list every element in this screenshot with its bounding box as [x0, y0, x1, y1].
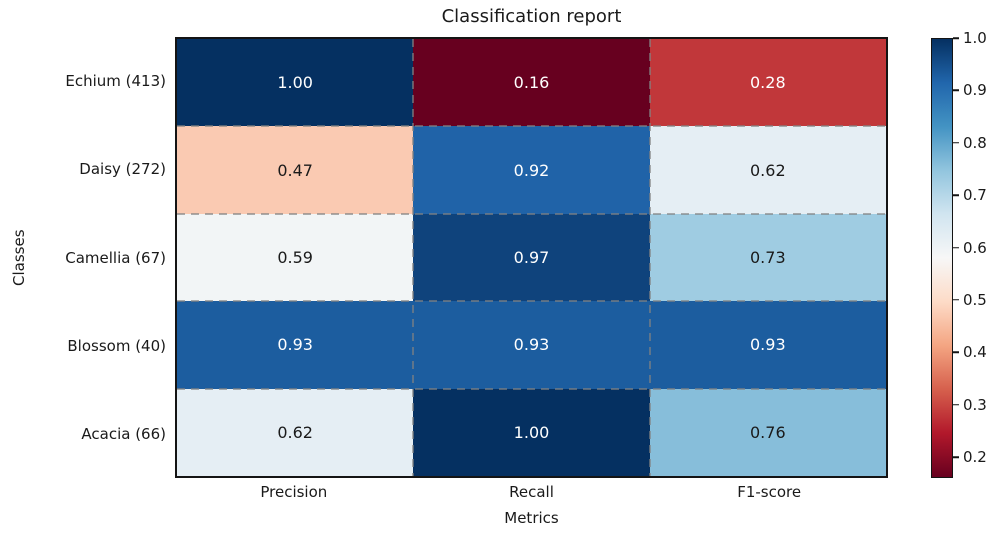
colorbar-tick-label: 0.7 — [963, 186, 987, 205]
colorbar-tick-label: 0.5 — [963, 290, 987, 309]
colorbar-tick-label: 0.4 — [963, 343, 987, 362]
y-tick-label: Camellia (67) — [65, 248, 166, 267]
x-tick-label: F1-score — [737, 483, 802, 501]
y-tick-label: Acacia (66) — [81, 424, 166, 443]
heatmap-cell: 0.93 — [649, 301, 886, 389]
x-tick-label: Recall — [509, 483, 554, 501]
heatmap-cell: 1.00 — [413, 388, 650, 476]
colorbar-tick-mark — [953, 403, 959, 406]
heatmap-cell: 0.93 — [413, 301, 650, 389]
y-tick-labels: Echium (413) Daisy (272) Camellia (67) Blos… — [0, 37, 166, 478]
colorbar-tick-labels: 1.0 0.9 0.8 0.7 0.6 0.5 0.4 0.3 0.2 — [953, 29, 999, 478]
heatmap-cell: 1.00 — [177, 39, 414, 127]
colorbar-tick-mark — [953, 89, 959, 92]
heatmap-cell: 0.92 — [413, 126, 650, 214]
colorbar-tick-label: 0.2 — [963, 448, 987, 467]
colorbar-tick-mark — [953, 299, 959, 301]
heatmap-cell: 0.93 — [177, 301, 414, 389]
colorbar-tick-mark — [953, 456, 959, 458]
heatmap-cell: 0.97 — [413, 213, 650, 302]
heatmap-cell: 0.16 — [413, 39, 650, 127]
y-tick-label: Echium (413) — [65, 72, 166, 91]
colorbar — [931, 38, 953, 478]
colorbar-tick-mark — [953, 351, 959, 354]
heatmap-cell: 0.62 — [177, 388, 414, 476]
y-tick-label: Blossom (40) — [67, 336, 166, 355]
heatmap-cell: 0.47 — [177, 126, 414, 214]
heatmap-cell: 0.59 — [177, 213, 414, 302]
x-tick-labels: Precision Recall F1-score — [175, 483, 888, 503]
heatmap-cell: 0.76 — [649, 388, 886, 476]
colorbar-tick-label: 1.0 — [963, 29, 987, 47]
colorbar-tick-label: 0.6 — [963, 238, 987, 257]
heatmap-cell: 0.62 — [649, 126, 886, 214]
x-tick-label: Precision — [260, 483, 328, 501]
y-tick-label: Daisy (272) — [79, 160, 166, 179]
colorbar-tick-mark — [953, 246, 959, 249]
heatmap-cell: 0.28 — [649, 39, 886, 127]
colorbar-tick-mark — [953, 142, 959, 144]
colorbar-tick-mark — [953, 37, 959, 39]
colorbar-tick-label: 0.9 — [963, 81, 987, 100]
colorbar-tick-label: 0.3 — [963, 395, 987, 414]
colorbar-tick-mark — [953, 194, 959, 196]
heatmap-grid: 1.00 0.16 0.28 0.47 0.92 0.62 0.59 0.97 0.73 0.93… — [175, 37, 888, 478]
colorbar-tick-label: 0.8 — [963, 133, 987, 152]
x-axis-label: Metrics — [504, 509, 559, 527]
chart-title: Classification report — [441, 6, 622, 27]
heatmap-cell: 0.73 — [649, 213, 886, 302]
